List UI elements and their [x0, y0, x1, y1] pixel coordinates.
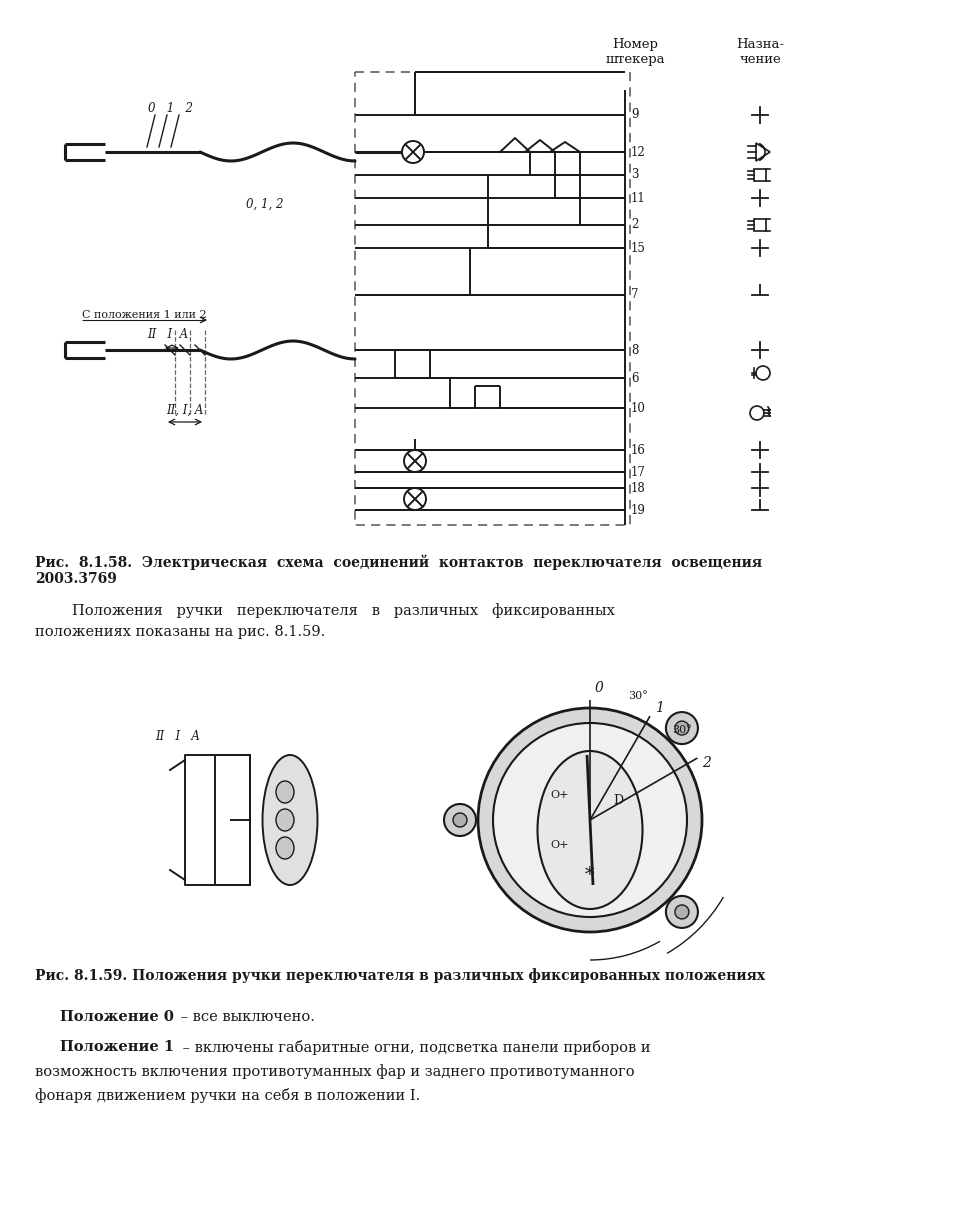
Text: O+: O+ [551, 840, 569, 850]
Text: D: D [612, 793, 623, 807]
Text: 30°: 30° [672, 724, 692, 736]
Text: 1: 1 [655, 701, 664, 715]
Circle shape [404, 450, 426, 472]
Text: С положения 1 или 2: С положения 1 или 2 [82, 310, 206, 320]
Text: Назна-
чение: Назна- чение [736, 38, 784, 67]
Text: положениях показаны на рис. 8.1.59.: положениях показаны на рис. 8.1.59. [35, 625, 325, 639]
Text: Положения   ручки   переключателя   в   различных   фиксированных: Положения ручки переключателя в различны… [35, 602, 614, 618]
Text: 9: 9 [631, 108, 638, 122]
Text: 6: 6 [631, 372, 638, 384]
Ellipse shape [276, 781, 294, 803]
Text: 2: 2 [631, 218, 638, 232]
Text: 10: 10 [631, 402, 646, 414]
Text: фонаря движением ручки на себя в положении I.: фонаря движением ручки на себя в положен… [35, 1088, 420, 1103]
Circle shape [666, 712, 698, 744]
Text: – все выключено.: – все выключено. [176, 1010, 315, 1024]
Ellipse shape [276, 809, 294, 832]
Text: 30°: 30° [628, 691, 648, 701]
Text: 7: 7 [631, 288, 638, 302]
Circle shape [404, 488, 426, 510]
Text: 0, 1, 2: 0, 1, 2 [247, 198, 284, 211]
Text: II   I  A: II I A [148, 328, 188, 340]
Text: 12: 12 [631, 145, 646, 159]
Text: 8: 8 [631, 344, 638, 356]
Text: – включены габаритные огни, подсветка панели приборов и: – включены габаритные огни, подсветка па… [178, 1040, 651, 1055]
Ellipse shape [276, 837, 294, 859]
Circle shape [453, 813, 467, 827]
Text: Рис.  8.1.58.  Электрическая  схема  соединений  контактов  переключателя  освещ: Рис. 8.1.58. Электрическая схема соедине… [35, 554, 762, 585]
Text: 15: 15 [631, 241, 646, 255]
Text: *: * [586, 866, 595, 885]
Text: 16: 16 [631, 444, 646, 457]
Circle shape [675, 906, 689, 919]
Circle shape [478, 708, 702, 931]
Bar [355, 71, 630, 525]
Ellipse shape [262, 755, 318, 885]
Text: Положение 1: Положение 1 [60, 1040, 174, 1055]
Text: 17: 17 [631, 466, 646, 478]
Ellipse shape [538, 752, 642, 909]
Text: Номер
штекера: Номер штекера [605, 38, 665, 67]
Text: Положение 0: Положение 0 [60, 1010, 174, 1024]
Text: Рис. 8.1.59. Положения ручки переключателя в различных фиксированных положениях: Рис. 8.1.59. Положения ручки переключате… [35, 968, 765, 983]
Bar [215, 755, 250, 885]
Text: 18: 18 [631, 482, 646, 494]
Text: O+: O+ [551, 790, 569, 800]
Circle shape [675, 721, 689, 736]
Circle shape [666, 896, 698, 928]
Bar [754, 169, 766, 181]
Text: 2: 2 [703, 756, 711, 770]
Circle shape [402, 140, 424, 163]
Text: 19: 19 [631, 504, 646, 516]
Circle shape [444, 804, 476, 837]
Text: возможность включения противотуманных фар и заднего противотуманного: возможность включения противотуманных фа… [35, 1064, 635, 1079]
Text: 11: 11 [631, 191, 646, 205]
Circle shape [493, 723, 687, 917]
Text: II   I   A: II I A [155, 731, 200, 743]
Bar [754, 219, 766, 232]
Text: 0   1   2: 0 1 2 [148, 101, 193, 115]
Text: 0: 0 [595, 681, 604, 695]
Text: 3: 3 [631, 169, 638, 181]
Text: II, I, A: II, I, A [166, 404, 204, 416]
